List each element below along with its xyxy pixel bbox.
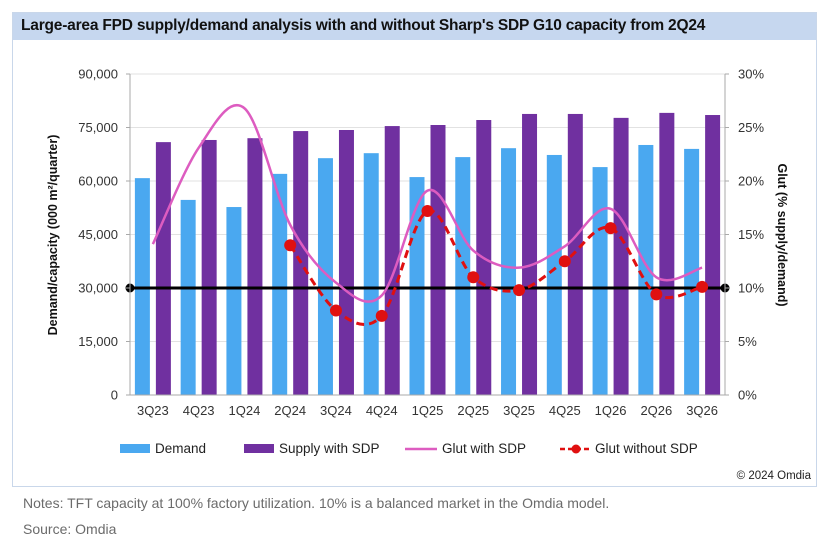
- bar-demand: [226, 207, 242, 395]
- source: Source: Omdia: [23, 521, 117, 537]
- bar-demand: [272, 173, 288, 395]
- bar-supply: [659, 112, 675, 396]
- line-glut-with-sdp: [151, 104, 703, 303]
- bar-demand: [317, 158, 333, 395]
- y2-tick-label: 30%: [738, 67, 764, 82]
- y-tick-label: 75,000: [78, 120, 118, 135]
- y2-tick-label: 20%: [738, 174, 764, 189]
- bar-supply: [430, 125, 446, 396]
- legend-item-glut-without: Glut without SDP: [560, 441, 698, 456]
- legend-item-demand: Demand: [120, 441, 206, 456]
- legend-label-demand: Demand: [155, 441, 207, 456]
- x-tick-label: 1Q26: [595, 403, 627, 418]
- legend-label-glut-with: Glut with SDP: [442, 441, 527, 456]
- bar-demand: [455, 157, 471, 395]
- legend-swatch-glut-without: [560, 444, 592, 453]
- marker-glut-without-sdp: [650, 288, 663, 301]
- legend-swatch-glut-with: [405, 447, 437, 450]
- legend-swatch-supply: [244, 444, 274, 453]
- bars: [134, 112, 721, 396]
- x-tick-label: 1Q24: [229, 403, 261, 418]
- x-tick-label: 2Q25: [457, 403, 489, 418]
- copyright: © 2024 Omdia: [736, 470, 811, 482]
- y2-axis-title: Glut (% supply/demand): [775, 163, 789, 306]
- bar-supply: [247, 138, 263, 395]
- line-glut-without-sdp: [288, 209, 703, 327]
- x-tick-label: 3Q25: [503, 403, 535, 418]
- bar-supply: [384, 126, 400, 395]
- x-tick-label: 2Q24: [274, 403, 306, 418]
- y2-tick-label: 25%: [738, 120, 764, 135]
- bar-supply: [705, 115, 721, 396]
- marker-glut-without-sdp: [513, 284, 526, 297]
- bar-demand: [546, 154, 562, 395]
- x-tick-label: 4Q25: [549, 403, 581, 418]
- y2-tick-label: 15%: [738, 227, 764, 242]
- x-tick-label: 1Q25: [412, 403, 444, 418]
- y-tick-label: 90,000: [78, 67, 118, 82]
- y-tick-label: 15,000: [78, 334, 118, 349]
- marker-glut-without-sdp: [604, 222, 617, 235]
- marker-glut-without-sdp: [696, 280, 709, 293]
- bar-supply: [567, 113, 583, 396]
- bar-demand: [638, 144, 654, 395]
- y-axis-title: Demand/capacity (000 m²/quarter): [46, 135, 60, 336]
- y2-tick-label: 10%: [738, 281, 764, 296]
- bar-supply: [155, 142, 171, 395]
- y-tick-label: 0: [111, 388, 118, 403]
- x-tick-label: 4Q23: [183, 403, 215, 418]
- marker-glut-without-sdp: [375, 309, 388, 322]
- x-tick-label: 3Q23: [137, 403, 169, 418]
- bar-supply: [522, 113, 538, 396]
- y2-tick-label: 0%: [738, 388, 757, 403]
- legend-item-supply: Supply with SDP: [244, 441, 380, 456]
- x-tick-label: 3Q24: [320, 403, 352, 418]
- title-bar: Large-area FPD supply/demand analysis wi…: [13, 13, 816, 40]
- marker-glut-without-sdp: [467, 271, 480, 284]
- y-tick-label: 30,000: [78, 281, 118, 296]
- bar-supply: [338, 129, 354, 395]
- marker-glut-without-sdp: [421, 204, 434, 217]
- chart-title: Large-area FPD supply/demand analysis wi…: [21, 17, 706, 34]
- bar-demand: [592, 167, 608, 395]
- lines: [125, 104, 730, 327]
- legend-label-glut-without: Glut without SDP: [595, 441, 698, 456]
- notes: Notes: TFT capacity at 100% factory util…: [23, 495, 610, 511]
- bar-demand: [363, 153, 379, 395]
- legend-item-glut-with: Glut with SDP: [405, 441, 526, 456]
- marker-glut-without-sdp: [558, 255, 571, 268]
- marker-glut-without-sdp: [329, 304, 342, 317]
- x-tick-label: 4Q24: [366, 403, 398, 418]
- axes: 0 0% 15,000 5% 30,000 10% 45,000 15% 60,000 20% 75…: [78, 67, 764, 419]
- x-tick-label: 3Q26: [686, 403, 718, 418]
- bar-demand: [501, 148, 517, 395]
- x-tick-label: 2Q26: [640, 403, 672, 418]
- y-tick-label: 60,000: [78, 174, 118, 189]
- legend-swatch-demand: [120, 444, 150, 453]
- y-tick-label: 45,000: [78, 227, 118, 242]
- legend-label-supply: Supply with SDP: [279, 441, 380, 456]
- marker-glut-without-sdp: [284, 239, 297, 252]
- bar-supply: [201, 139, 217, 395]
- y2-tick-label: 5%: [738, 334, 757, 349]
- bar-supply: [613, 117, 629, 396]
- bar-demand: [180, 199, 196, 395]
